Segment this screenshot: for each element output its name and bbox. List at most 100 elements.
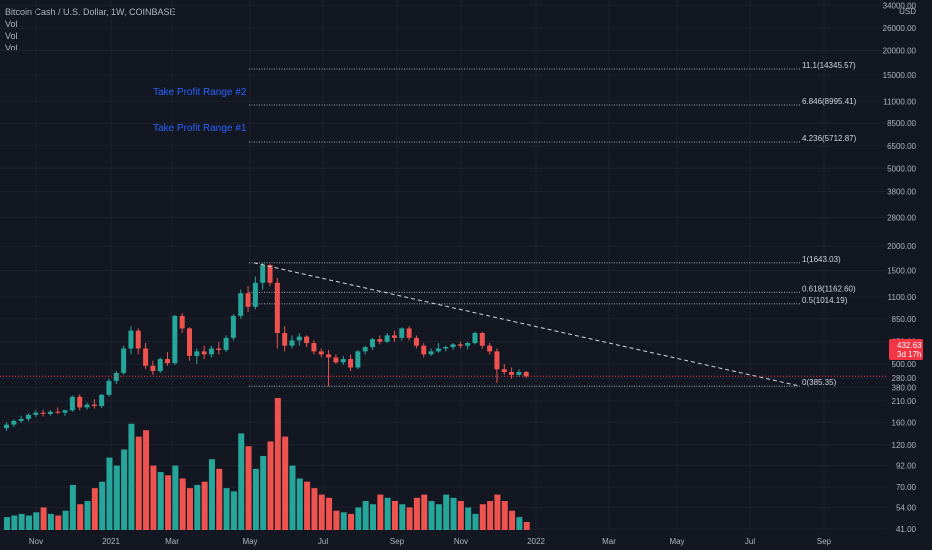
volume-bar — [25, 515, 32, 530]
candle-body — [274, 282, 280, 334]
volume-bar — [377, 494, 384, 530]
volume-bar — [457, 501, 464, 530]
volume-bar — [128, 423, 135, 530]
volume-bar — [472, 513, 479, 530]
candle-body — [465, 343, 471, 346]
candle-body — [487, 345, 493, 352]
candle-body — [91, 404, 97, 407]
x-tick-label: Sep — [817, 537, 832, 546]
fib-level-label: 6.846(8995.41) — [802, 97, 857, 106]
volume-bar — [208, 459, 215, 530]
dashed-trendline[interactable] — [253, 262, 801, 387]
candle-body — [238, 293, 244, 316]
y-tick-label: 2000.00 — [887, 242, 916, 251]
candle-body — [179, 315, 185, 329]
fib-levels[interactable]: 11.1(14345.57) 6.846(8995.41) 4.236(5712.8… — [249, 61, 857, 387]
volume-bar — [289, 465, 296, 530]
volume-bar — [187, 488, 193, 530]
volume-indicator-1[interactable]: Vol — [5, 19, 18, 29]
candle-body — [450, 344, 456, 348]
candle-body — [165, 359, 171, 364]
x-tick-label: Sep — [390, 537, 405, 546]
volume-bar — [326, 497, 333, 530]
volume-bar — [55, 515, 62, 530]
volume-bar — [172, 465, 179, 530]
volume-bar — [391, 501, 398, 530]
candle-body — [128, 330, 134, 349]
volume-bar — [106, 457, 113, 530]
volume-bar — [238, 433, 245, 530]
y-tick-label: 160.00 — [892, 418, 917, 427]
x-tick-label: May — [669, 537, 684, 546]
y-tick-label: 34000.00 — [883, 1, 917, 10]
candle-body — [355, 351, 361, 368]
candle-body — [516, 372, 522, 375]
price-axis[interactable]: USD 41.00 54.00 70.00 92.00 120.00 160.00 210.… — [883, 0, 932, 550]
volume-bar — [267, 441, 274, 530]
fib-level-label: 4.236(5712.87) — [802, 134, 857, 143]
fib-level-label: 0(385.35) — [802, 378, 837, 387]
volume-bar — [69, 484, 76, 530]
candle-body — [340, 359, 346, 363]
volume-bar — [516, 517, 523, 530]
price-tag: 432.63 3d 17h — [889, 339, 923, 360]
candle-body — [413, 337, 419, 346]
candle-body — [33, 412, 39, 415]
y-tick-label: 15000.00 — [883, 71, 917, 80]
y-tick-label: 8500.00 — [887, 119, 916, 128]
candle-body — [421, 345, 427, 355]
candle-body — [260, 265, 266, 283]
volume-bar — [435, 504, 442, 530]
candle-body — [121, 348, 127, 373]
candle-body — [399, 328, 405, 338]
y-tick-label: 3800.00 — [887, 188, 916, 197]
candle-body — [289, 340, 295, 346]
candle-body — [4, 424, 9, 429]
volume-bar — [370, 504, 376, 530]
volume-bar — [523, 521, 530, 530]
volume-indicator-2[interactable]: Vol — [5, 31, 18, 41]
volume-bar — [348, 513, 355, 530]
fib-level-label: 0.618(1162.60) — [802, 284, 856, 293]
candle-body — [223, 337, 229, 350]
volume-bar — [135, 436, 142, 530]
volume-bar — [230, 491, 237, 530]
price-candles — [4, 262, 529, 431]
candle-body — [201, 351, 207, 355]
volume-bar — [333, 510, 340, 530]
candle-body — [245, 293, 251, 307]
candle-body — [370, 339, 375, 348]
y-tick-label: 11000.00 — [883, 97, 916, 106]
fib-level-label: 1(1643.03) — [802, 255, 841, 264]
symbol-title: Bitcoin Cash / U.S. Dollar, 1W, COINBASE — [5, 7, 176, 17]
candle-body — [11, 420, 17, 425]
candle-body — [157, 359, 163, 372]
candle-body — [282, 333, 288, 346]
y-tick-label: 54.00 — [896, 503, 917, 512]
volume-bar — [304, 481, 311, 530]
y-tick-label: 6500.00 — [887, 142, 916, 151]
candle-body — [479, 333, 485, 346]
candle-body — [267, 265, 273, 283]
volume-bar — [99, 481, 106, 530]
chart-legend: Bitcoin Cash / U.S. Dollar, 1W, COINBASE… — [5, 6, 176, 54]
volume-bar — [194, 484, 201, 530]
volume-bar — [91, 488, 98, 530]
x-tick-label: Mar — [165, 537, 179, 546]
take-profit-range-1-label[interactable]: Take Profit Range #1 — [153, 123, 247, 134]
volume-bar — [150, 465, 157, 530]
candle-body — [391, 335, 397, 338]
volume-bar — [465, 507, 472, 530]
price-tag-countdown: 3d 17h — [897, 350, 921, 359]
volume-bar — [399, 504, 406, 530]
volume-indicator-3[interactable]: Vol — [5, 43, 18, 53]
volume-bar — [11, 515, 18, 530]
candle-body — [523, 372, 529, 377]
chart-grid — [0, 0, 887, 530]
time-axis[interactable]: Nov 2021 Mar May Jul Sep Nov 2022 Mar May Jul Sep — [29, 537, 832, 546]
volume-bar — [282, 436, 289, 530]
take-profit-range-2-label[interactable]: Take Profit Range #2 — [153, 87, 247, 98]
price-tag-value: 432.63 — [897, 341, 922, 350]
candle-body — [172, 315, 178, 364]
